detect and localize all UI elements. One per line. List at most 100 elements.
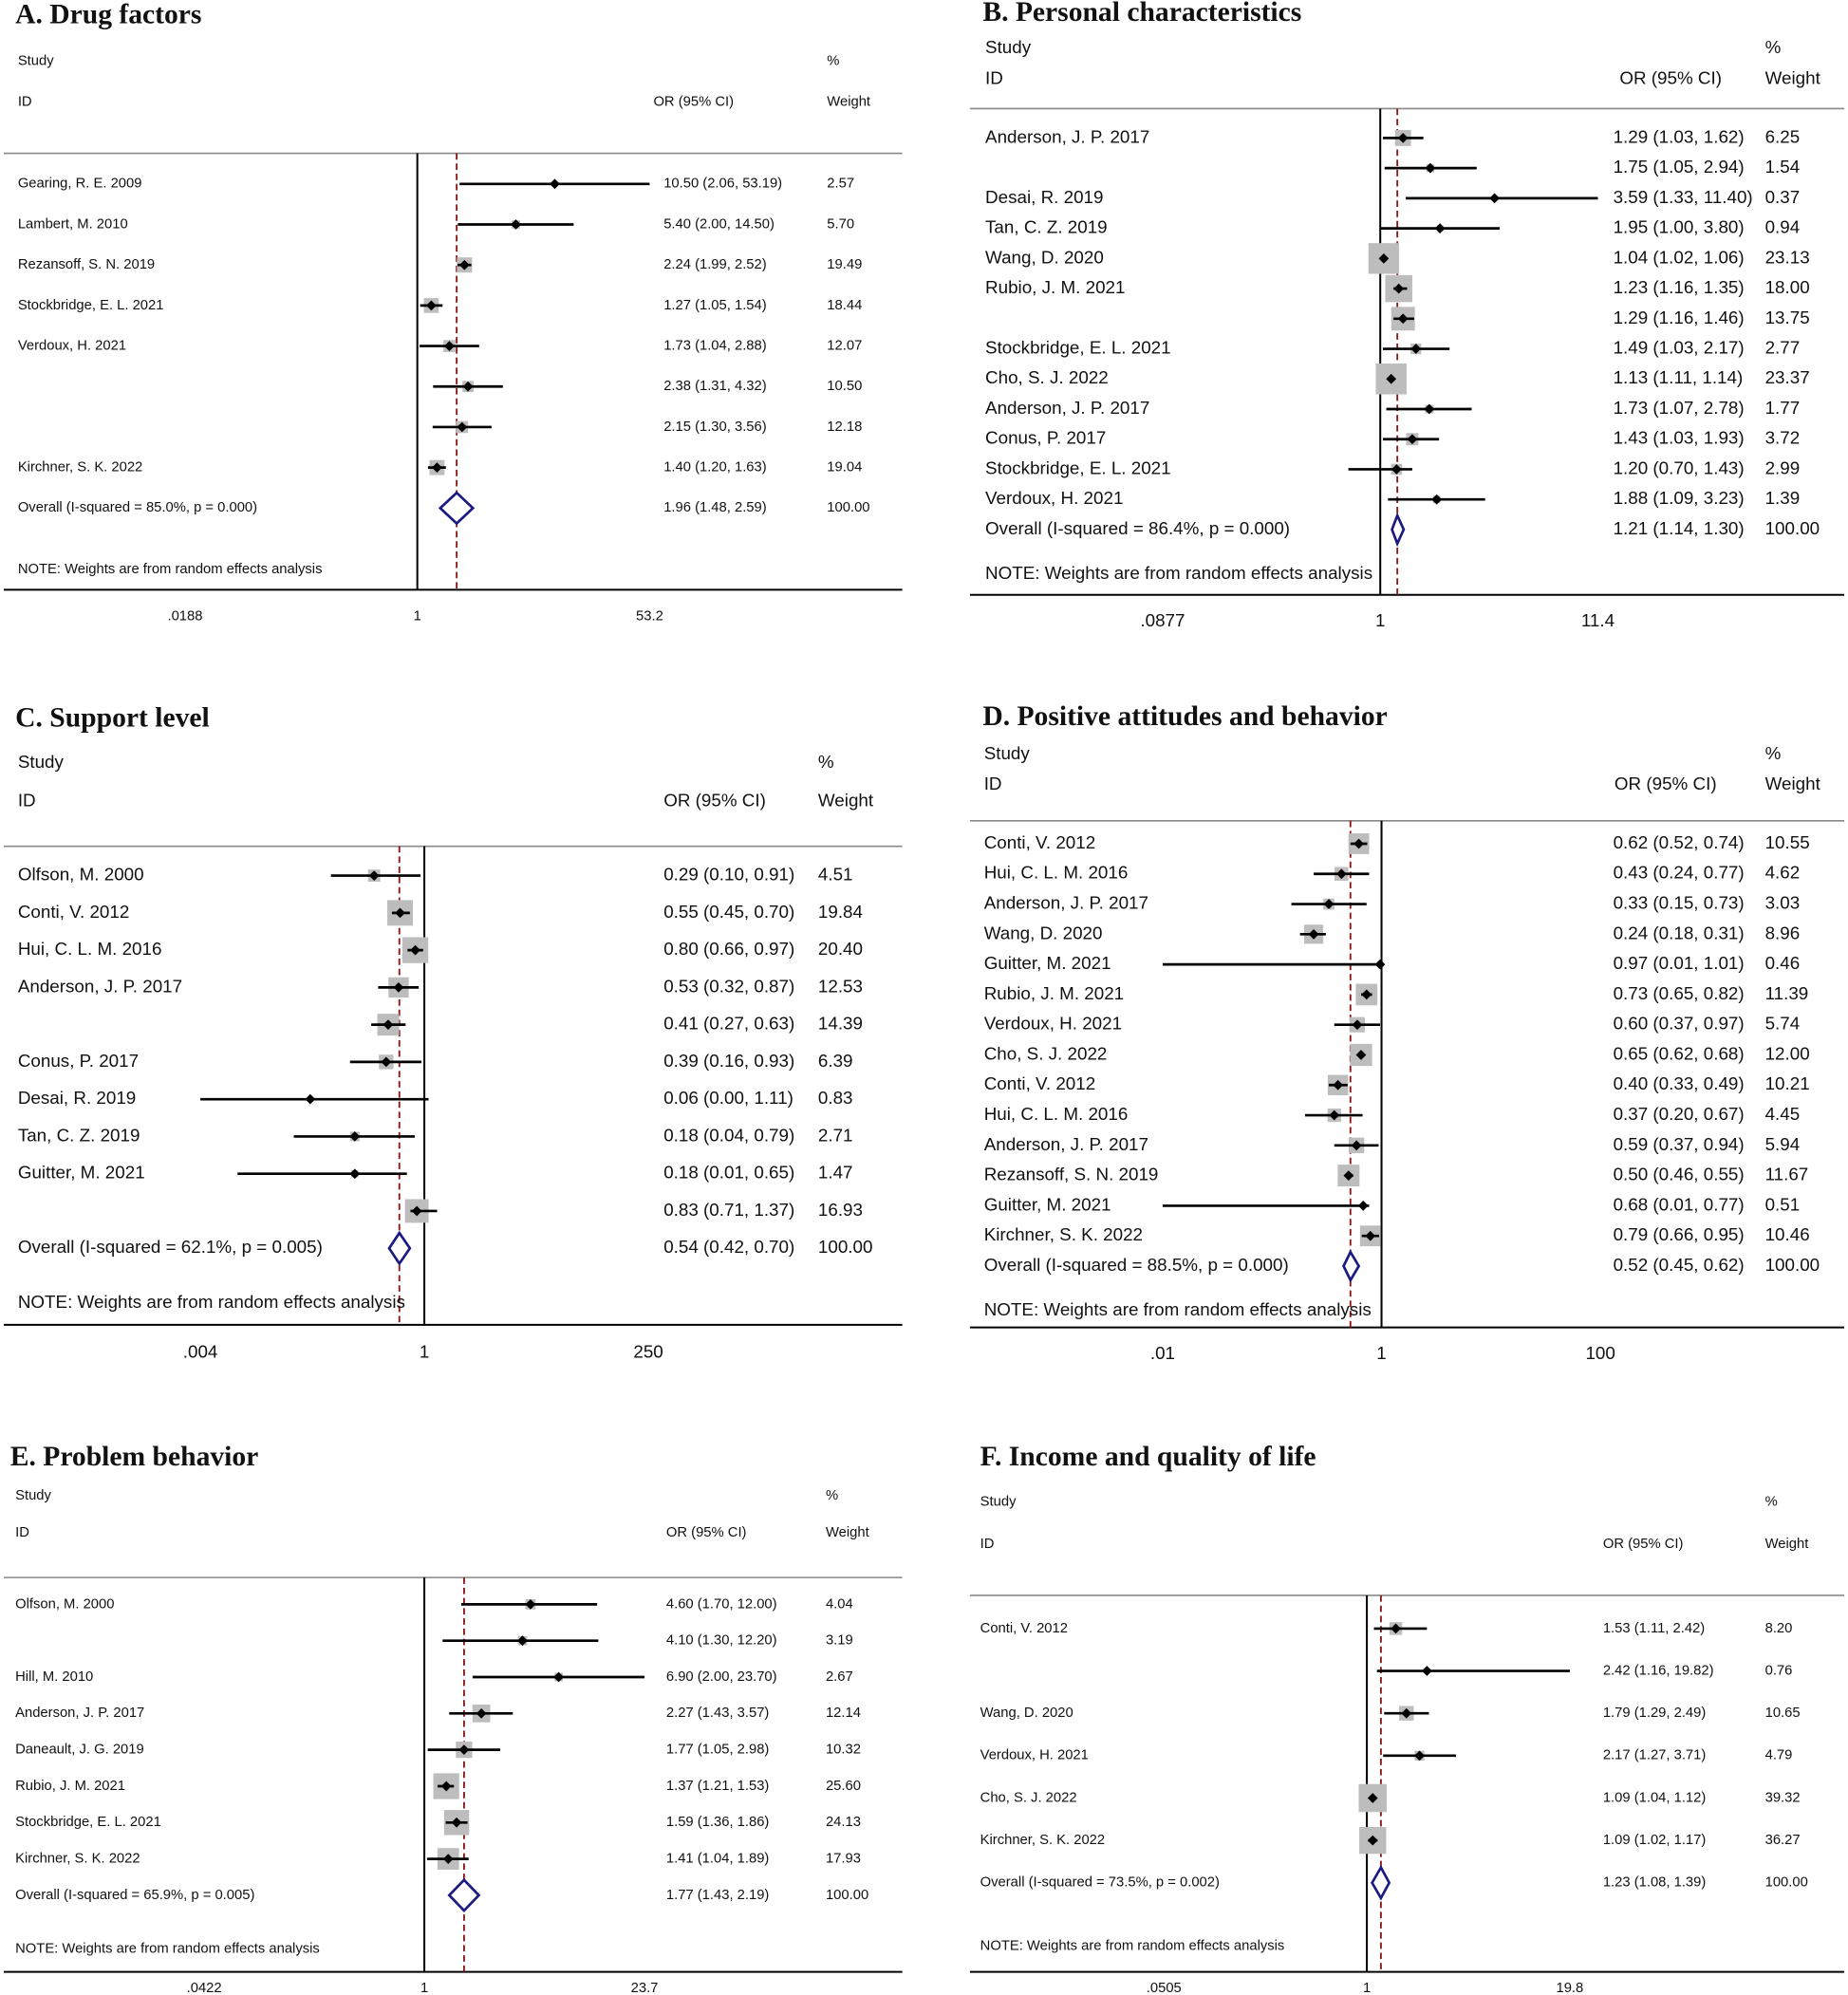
- note: NOTE: Weights are from random effects an…: [980, 1939, 1285, 1954]
- ci-label: 1.73 (1.04, 2.88): [663, 338, 766, 353]
- ci-header: OR (95% CI): [666, 1525, 747, 1540]
- weight-label: 2.77: [1765, 338, 1801, 358]
- ci-label: 1.23 (1.16, 1.35): [1614, 277, 1745, 297]
- id-header: ID: [18, 791, 36, 811]
- ci-label: 2.27 (1.43, 3.57): [666, 1706, 769, 1721]
- ci-label: 0.41 (0.27, 0.63): [663, 1014, 794, 1034]
- study-header: Study: [985, 37, 1032, 57]
- note: NOTE: Weights are from random effects an…: [18, 1292, 405, 1312]
- weight-label: 1.54: [1765, 157, 1801, 177]
- x-tick-label: 19.8: [1556, 1981, 1583, 1995]
- ci-label: 2.42 (1.16, 19.82): [1603, 1663, 1714, 1678]
- x-tick-label: .0422: [187, 1981, 222, 1995]
- overall-ci-label: 1.77 (1.43, 2.19): [666, 1888, 769, 1903]
- point-estimate: [1407, 434, 1418, 445]
- ci-label: 0.80 (0.66, 0.97): [663, 939, 794, 959]
- ci-label: 0.40 (0.33, 0.49): [1614, 1073, 1745, 1093]
- ci-label: 0.97 (0.01, 1.01): [1614, 953, 1745, 973]
- weight-label: 4.45: [1765, 1104, 1801, 1124]
- study-label: Kirchner, S. K. 2022: [980, 1833, 1105, 1848]
- study-label: Stockbridge, E. L. 2021: [15, 1815, 161, 1830]
- ci-header: OR (95% CI): [1603, 1537, 1684, 1552]
- weight-label: 11.67: [1765, 1165, 1809, 1184]
- ci-label: 1.13 (1.11, 1.14): [1614, 367, 1744, 387]
- study-header: Study: [15, 1488, 51, 1503]
- study-label: Hui, C. L. M. 2016: [984, 1104, 1129, 1124]
- weight-label: 12.07: [827, 338, 862, 353]
- overall-diamond: [387, 1230, 412, 1266]
- ci-label: 0.65 (0.62, 0.68): [1614, 1043, 1745, 1063]
- ci-header: OR (95% CI): [653, 95, 734, 110]
- study-label: Rezansoff, S. N. 2019: [984, 1165, 1159, 1184]
- weight-label: 12.00: [1765, 1043, 1810, 1063]
- overall-diamond: [1391, 512, 1406, 548]
- pct-header: %: [827, 54, 839, 69]
- weight-label: 14.39: [818, 1014, 863, 1034]
- study-label: Guitter, M. 2021: [984, 953, 1111, 973]
- weight-label: 19.04: [827, 460, 862, 475]
- study-label: Anderson, J. P. 2017: [15, 1706, 144, 1721]
- pct-header: %: [818, 752, 834, 772]
- study-label: Anderson, J. P. 2017: [985, 398, 1149, 418]
- ci-label: 1.04 (1.02, 1.06): [1614, 247, 1745, 267]
- x-tick-label: 1: [1363, 1981, 1371, 1995]
- point-estimate: [457, 421, 468, 433]
- id-header: ID: [18, 95, 32, 110]
- weight-label: 8.20: [1765, 1621, 1793, 1636]
- point-estimate: [1378, 252, 1390, 264]
- study-label: Rubio, J. M. 2021: [15, 1779, 125, 1794]
- ci-label: 0.43 (0.24, 0.77): [1614, 863, 1745, 883]
- ci-header: OR (95% CI): [663, 791, 766, 811]
- weight-label: 5.94: [1765, 1134, 1801, 1154]
- overall-weight-label: 100.00: [826, 1888, 868, 1903]
- panel-title: D. Positive attitudes and behavior: [982, 701, 1387, 732]
- point-estimate: [442, 1854, 454, 1864]
- study-label: Tan, C. Z. 2019: [18, 1125, 140, 1145]
- overall-label: Overall (I-squared = 85.0%, p = 0.000): [18, 500, 257, 515]
- ci-label: 1.53 (1.11, 2.42): [1603, 1621, 1705, 1636]
- weight-label: 18.00: [1765, 277, 1810, 297]
- point-estimate: [1386, 373, 1397, 384]
- weight-label: 11.39: [1765, 983, 1809, 1003]
- ci-label: 1.73 (1.07, 2.78): [1614, 398, 1745, 418]
- study-label: Verdoux, H. 2021: [984, 1014, 1122, 1034]
- weight-label: 13.75: [1765, 308, 1810, 327]
- x-tick-label: .0505: [1147, 1981, 1182, 1995]
- ci-label: 0.29 (0.10, 0.91): [663, 865, 794, 885]
- study-label: Cho, S. J. 2022: [980, 1790, 1077, 1805]
- overall-weight-label: 100.00: [1765, 1875, 1808, 1891]
- overall-weight-label: 100.00: [1765, 1255, 1820, 1275]
- weight-label: 3.72: [1765, 428, 1801, 448]
- point-estimate: [349, 1168, 361, 1180]
- ci-label: 0.24 (0.18, 0.31): [1614, 923, 1745, 942]
- weight-label: 17.93: [826, 1852, 861, 1867]
- study-label: Wang, D. 2020: [984, 923, 1103, 942]
- point-estimate: [381, 1056, 392, 1068]
- overall-label: Overall (I-squared = 62.1%, p = 0.005): [18, 1237, 323, 1257]
- study-label: Olfson, M. 2000: [18, 865, 144, 885]
- weight-label: 4.04: [826, 1596, 853, 1612]
- note: NOTE: Weights are from random effects an…: [15, 1941, 320, 1956]
- point-estimate: [1367, 1793, 1378, 1803]
- ci-label: 1.49 (1.03, 2.17): [1614, 338, 1745, 358]
- point-estimate: [1425, 162, 1436, 174]
- x-tick-label: 23.7: [631, 1981, 659, 1995]
- overall-weight-label: 100.00: [818, 1237, 873, 1257]
- weight-label: 20.40: [818, 939, 863, 959]
- ci-label: 0.50 (0.46, 0.55): [1614, 1165, 1745, 1184]
- x-tick-label: 53.2: [636, 609, 663, 625]
- point-estimate: [476, 1707, 487, 1719]
- point-estimate: [1374, 959, 1386, 970]
- study-label: Conus, P. 2017: [985, 428, 1106, 448]
- panel-title: A. Drug factors: [15, 0, 201, 29]
- point-estimate: [1365, 1230, 1376, 1241]
- ci-label: 4.10 (1.30, 12.20): [666, 1633, 777, 1649]
- ci-label: 1.27 (1.05, 1.54): [663, 298, 766, 313]
- id-header: ID: [985, 68, 1003, 88]
- study-label: Anderson, J. P. 2017: [18, 976, 182, 996]
- ci-label: 0.83 (0.71, 1.37): [663, 1200, 794, 1220]
- weight-label: 10.21: [1765, 1073, 1810, 1093]
- study-label: Stockbridge, E. L. 2021: [985, 338, 1171, 358]
- weight-label: 3.03: [1765, 893, 1801, 913]
